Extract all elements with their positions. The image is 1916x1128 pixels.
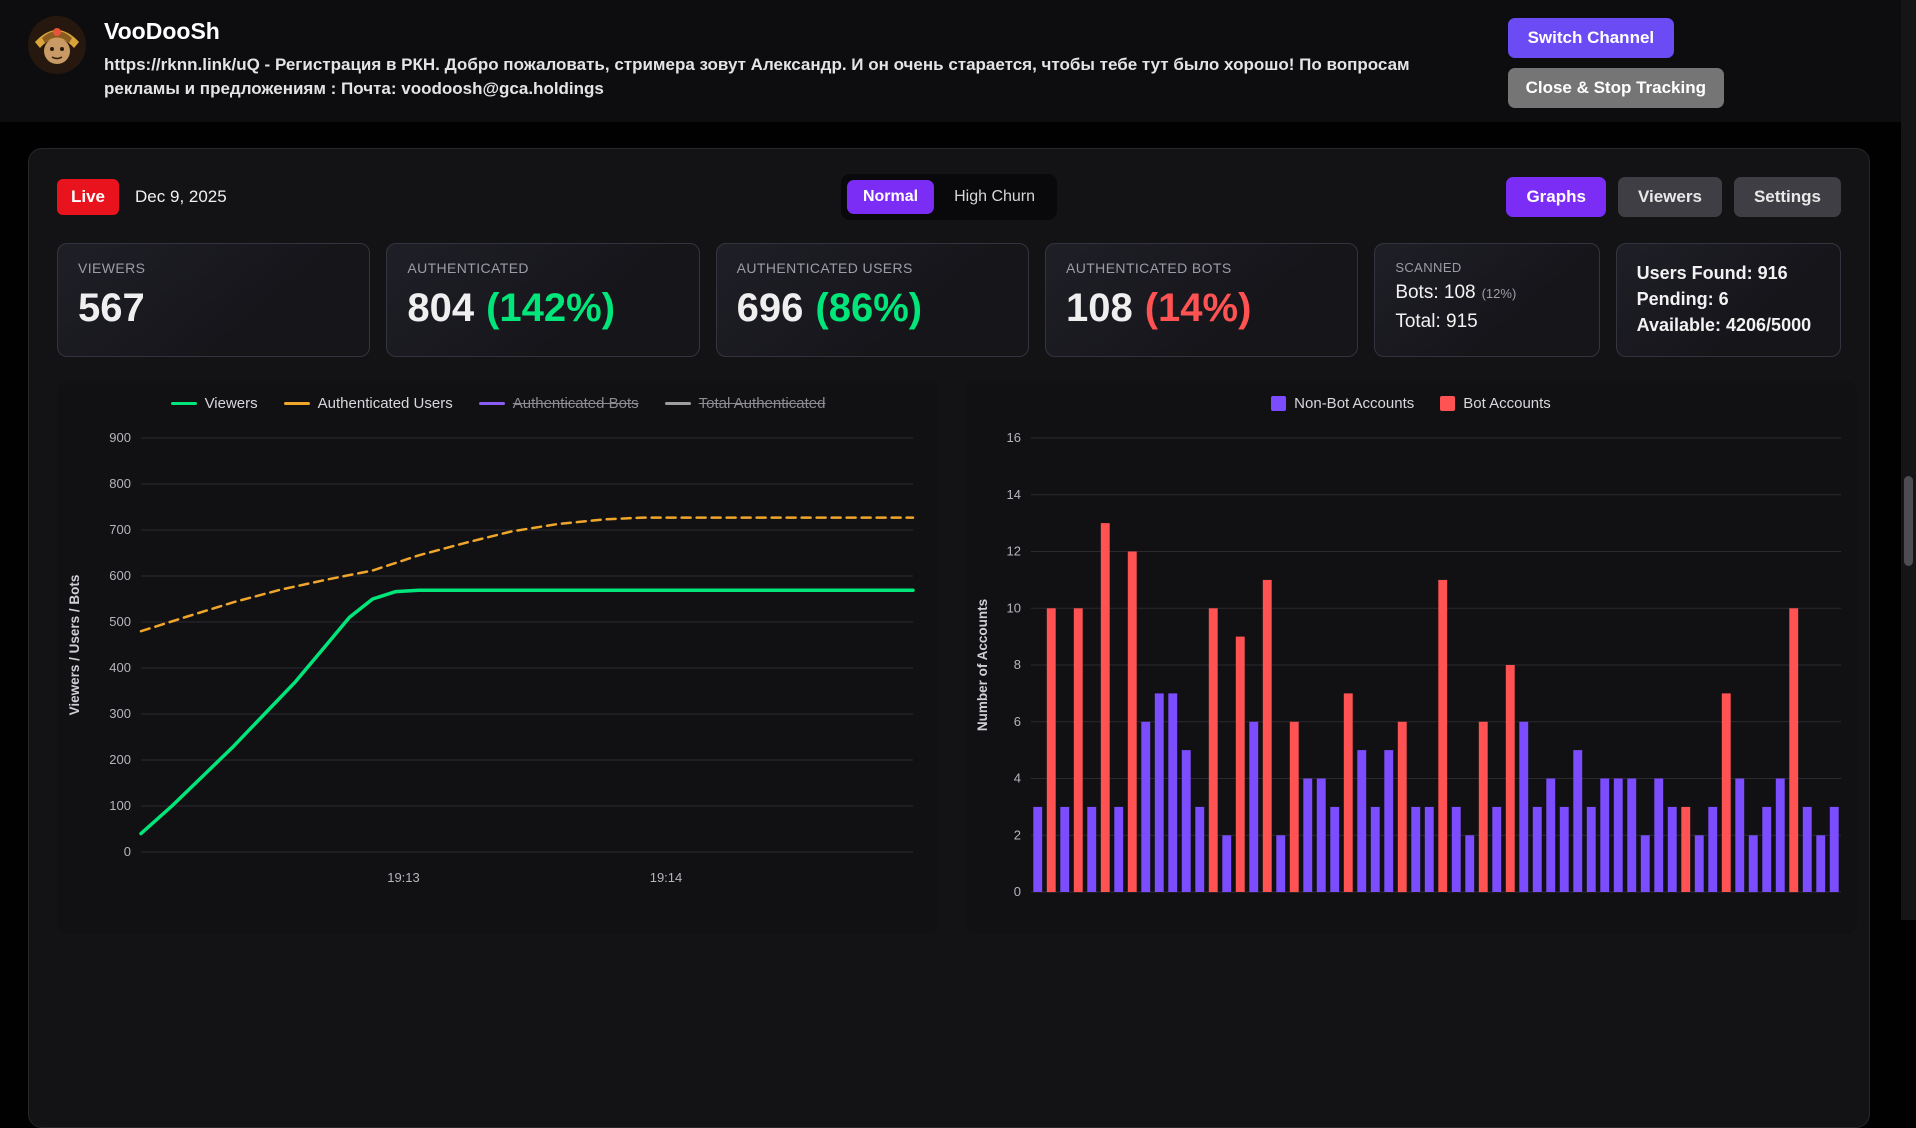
graphs-tab-button[interactable]: Graphs — [1506, 177, 1606, 217]
svg-text:8: 8 — [1014, 657, 1021, 672]
channel-avatar — [28, 16, 86, 74]
legend-item-authenticated-users[interactable]: Authenticated Users — [283, 395, 453, 412]
viewers-stat-card: VIEWERS 567 — [57, 243, 371, 357]
high-churn-mode-button[interactable]: High Churn — [938, 180, 1051, 214]
legend-label: Non-Bot Accounts — [1294, 395, 1415, 412]
legend-label: Bot Accounts — [1463, 395, 1551, 412]
svg-text:0: 0 — [1014, 884, 1021, 899]
legend-label: Viewers — [204, 395, 258, 412]
svg-text:200: 200 — [109, 752, 131, 767]
scanned-bots-percent: (12%) — [1481, 286, 1517, 301]
svg-text:600: 600 — [109, 568, 131, 583]
svg-text:2: 2 — [1014, 827, 1021, 842]
legend-item-authenticated-bots[interactable]: Authenticated Bots — [478, 395, 639, 412]
legend-swatch-icon — [1271, 396, 1287, 411]
scanned-total-line: Total: 915 — [1395, 311, 1478, 332]
authenticated-users-stat-card: AUTHENTICATED USERS 696 (86%) — [715, 243, 1029, 357]
quota-stat-card: Users Found: 916 Pending: 6 Available: 4… — [1615, 243, 1841, 357]
legend-item-bot-accounts[interactable]: Bot Accounts — [1440, 395, 1551, 412]
legend-label: Authenticated Users — [317, 395, 453, 412]
controls-row: Live Dec 9, 2025 Normal High Churn Graph… — [57, 174, 1841, 220]
live-status-badge: Live — [57, 179, 120, 215]
authenticated-users-value: 696 — [736, 286, 804, 330]
svg-text:400: 400 — [109, 660, 131, 675]
svg-text:800: 800 — [109, 476, 131, 491]
switch-channel-button[interactable]: Switch Channel — [1507, 18, 1675, 58]
channel-header: VooDooSh https://rknn.link/uQ - Регистра… — [0, 0, 1916, 122]
svg-text:Number of Accounts: Number of Accounts — [975, 599, 990, 731]
stat-label: AUTHENTICATED USERS — [736, 260, 913, 276]
legend-swatch-icon — [664, 402, 691, 405]
users-found-line: Users Found: 916 — [1636, 263, 1788, 283]
line-chart-legend: Viewers Authenticated Users Authenticated … — [63, 395, 933, 412]
bar-chart-legend: Non-Bot Accounts Bot Accounts — [971, 395, 1851, 412]
authenticated-value: 804 — [407, 286, 475, 330]
streamer-avatar-icon — [28, 16, 86, 74]
legend-swatch-icon — [283, 402, 310, 405]
stat-label: SCANNED — [1395, 260, 1462, 275]
legend-label: Total Authenticated — [698, 395, 826, 412]
channel-title: VooDooSh — [104, 18, 220, 44]
channel-description: https://rknn.link/uQ - Регистрация в РКН… — [104, 55, 1410, 99]
stats-row: VIEWERS 567 AUTHENTICATED 804 (142%) AUT… — [57, 243, 1841, 357]
svg-text:500: 500 — [109, 614, 131, 629]
viewers-value: 567 — [78, 286, 145, 330]
svg-text:14: 14 — [1007, 487, 1021, 502]
svg-text:900: 900 — [109, 430, 131, 445]
authenticated-bots-stat-card: AUTHENTICATED BOTS 108 (14%) — [1044, 243, 1359, 357]
close-stop-tracking-button[interactable]: Close & Stop Tracking — [1507, 68, 1724, 108]
authenticated-bots-value: 108 — [1065, 286, 1133, 330]
charts-row: Viewers Authenticated Users Authenticated … — [57, 381, 1857, 934]
legend-swatch-icon — [170, 402, 197, 405]
settings-tab-button[interactable]: Settings — [1733, 177, 1841, 217]
legend-item-viewers[interactable]: Viewers — [170, 395, 258, 412]
tracker-panel: Live Dec 9, 2025 Normal High Churn Graph… — [28, 148, 1870, 1128]
svg-text:6: 6 — [1014, 714, 1021, 729]
svg-text:300: 300 — [109, 706, 131, 721]
svg-text:19:14: 19:14 — [650, 870, 683, 885]
legend-item-non-bot-accounts[interactable]: Non-Bot Accounts — [1271, 395, 1414, 412]
svg-text:10: 10 — [1007, 600, 1021, 615]
legend-swatch-icon — [478, 402, 505, 405]
authenticated-percent: (142%) — [486, 286, 616, 330]
available-line: Available: 4206/5000 — [1636, 315, 1812, 336]
svg-text:12: 12 — [1007, 544, 1021, 559]
accounts-bar-chart-panel: Non-Bot Accounts Bot Accounts 0 2 4 6 8 10 12 14… — [965, 381, 1857, 934]
svg-text:19:13: 19:13 — [387, 870, 420, 885]
view-buttons: Graphs Viewers Settings — [1506, 177, 1841, 217]
pending-line: Pending: 6 — [1636, 289, 1729, 310]
svg-text:700: 700 — [109, 522, 131, 537]
viewers-line-chart: 0 100 200 300 400 500 600 700 800 900 19:13 19:14 Vi… — [67, 430, 915, 885]
authenticated-stat-card: AUTHENTICATED 804 (142%) — [386, 243, 700, 357]
stat-label: AUTHENTICATED — [407, 260, 529, 276]
legend-item-total-authenticated[interactable]: Total Authenticated — [664, 395, 826, 412]
viewers-line-chart-panel: Viewers Authenticated Users Authenticated … — [57, 381, 939, 934]
accounts-bar-chart: 0 2 4 6 8 10 12 14 16 Number of Accounts — [975, 430, 1841, 899]
scanned-stat-card: SCANNED Bots: 108 (12%) Total: 915 — [1374, 243, 1600, 357]
stat-label: AUTHENTICATED BOTS — [1065, 260, 1232, 276]
scanned-bots-line: Bots: 108 (12%) — [1395, 282, 1517, 303]
svg-text:100: 100 — [109, 798, 131, 813]
svg-text:Viewers / Users / Bots: Viewers / Users / Bots — [67, 575, 82, 716]
svg-text:16: 16 — [1007, 430, 1021, 445]
churn-mode-toggle: Normal High Churn — [840, 174, 1058, 220]
legend-label: Authenticated Bots — [512, 395, 639, 412]
svg-text:0: 0 — [124, 844, 131, 859]
normal-mode-button[interactable]: Normal — [846, 180, 935, 214]
legend-swatch-icon — [1440, 396, 1456, 411]
authenticated-users-percent: (86%) — [815, 286, 923, 330]
stat-label: VIEWERS — [78, 260, 146, 276]
authenticated-bots-percent: (14%) — [1144, 286, 1252, 330]
viewers-tab-button[interactable]: Viewers — [1617, 177, 1722, 217]
page-scrollbar[interactable] — [1901, 0, 1916, 920]
svg-text:4: 4 — [1014, 771, 1021, 786]
date-label: Dec 9, 2025 — [135, 187, 227, 206]
scrollbar-thumb[interactable] — [1904, 476, 1913, 566]
